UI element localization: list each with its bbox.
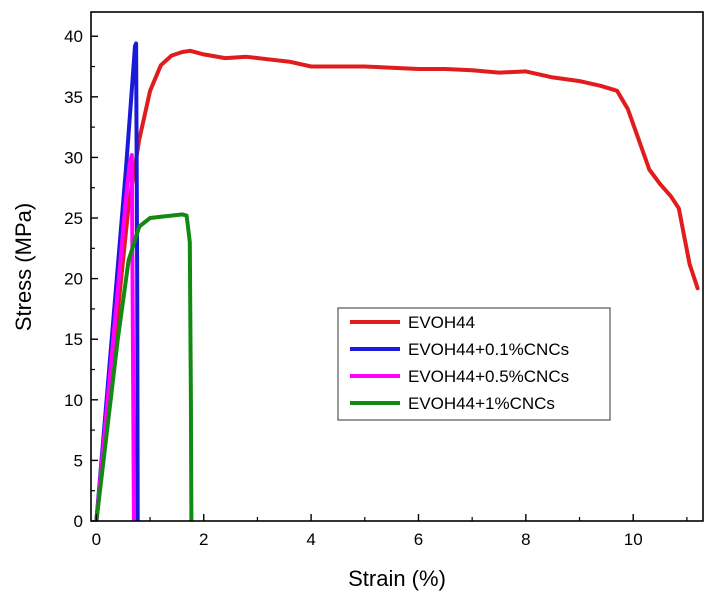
legend: EVOH44 EVOH44+0.1%CNCs EVOH44+0.5%CNCs EVOH… [337, 307, 611, 421]
x-tick-label: 0 [92, 530, 101, 549]
legend-label-2: EVOH44+0.1%CNCs [408, 340, 569, 359]
y-tick-label: 30 [64, 148, 83, 167]
y-tick-label: 20 [64, 270, 83, 289]
x-axis-title: Strain (%) [348, 566, 446, 591]
x-tick-label: 8 [521, 530, 530, 549]
plot-frame [90, 11, 704, 522]
y-tick-label: 35 [64, 88, 83, 107]
series-line-4 [94, 212, 194, 521]
y-tick-label: 40 [64, 27, 83, 46]
series-line-3 [94, 153, 136, 521]
y-tick-label: 10 [64, 391, 83, 410]
x-tick-label: 4 [306, 530, 315, 549]
x-tick-label: 6 [414, 530, 423, 549]
plot-lines [94, 41, 700, 521]
y-tick-label: 15 [64, 330, 83, 349]
y-tick-label: 5 [74, 451, 83, 470]
y-axis-title: Stress (MPa) [11, 203, 36, 331]
axis-tick-labels: 0 2 4 6 8 10 0 5 10 15 20 25 30 35 40 [64, 27, 643, 549]
x-tick-label: 2 [199, 530, 208, 549]
legend-label-1: EVOH44 [408, 313, 475, 332]
x-tick-label: 10 [624, 530, 643, 549]
legend-label-4: EVOH44+1%CNCs [408, 394, 555, 413]
series-line-1 [94, 48, 700, 521]
y-tick-label: 0 [74, 512, 83, 531]
y-tick-label: 25 [64, 209, 83, 228]
legend-label-3: EVOH44+0.5%CNCs [408, 367, 569, 386]
axis-ticks [91, 35, 688, 522]
